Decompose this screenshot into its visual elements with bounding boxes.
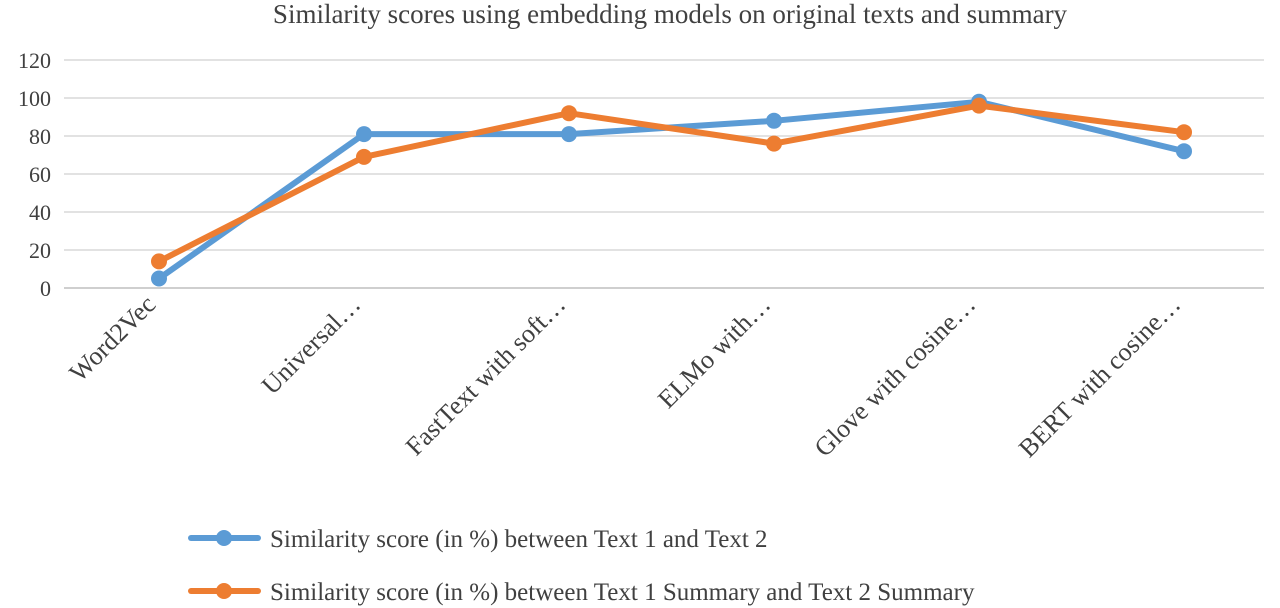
series-2-line: [156, 102, 1187, 265]
y-tick-label-60: 60: [29, 162, 51, 187]
series-1-point: [151, 270, 167, 287]
x-category-label: BERT with cosine…: [1013, 290, 1186, 463]
y-tick-label-0: 0: [40, 276, 51, 301]
series-2-point: [356, 148, 372, 165]
x-category-label: ELMo with…: [652, 290, 776, 414]
y-tick-label-20: 20: [29, 238, 51, 263]
legend-label: Similarity score (in %) between Text 1 S…: [270, 579, 975, 606]
series-2: [151, 97, 1192, 270]
legend-label: Similarity score (in %) between Text 1 a…: [270, 526, 768, 553]
y-tick-label-80: 80: [29, 124, 51, 149]
legend-item-1: Similarity score (in %) between Text 1 a…: [188, 526, 768, 553]
y-tick-label-120: 120: [18, 48, 51, 73]
series-2-point: [561, 105, 577, 122]
x-axis-category-labels: Word2Vec Universal… FastText with soft… ELM…: [64, 290, 1187, 463]
series-1: [151, 93, 1192, 287]
series-2-point: [1176, 124, 1192, 141]
legend-swatch-marker: [216, 583, 232, 599]
x-category-label: Word2Vec: [64, 290, 162, 388]
series-2-point: [971, 97, 987, 114]
series-1-point: [356, 126, 372, 143]
legend: Similarity score (in %) between Text 1 a…: [188, 526, 975, 606]
series-2-point: [766, 135, 782, 152]
series-lines: [151, 93, 1192, 287]
series-1-point: [561, 126, 577, 143]
y-axis-tick-labels: 0 20 40 60 80 100 120: [18, 48, 51, 301]
series-2-point: [151, 253, 167, 270]
x-category-label: Universal…: [256, 290, 366, 400]
x-category-label: FastText with soft…: [400, 290, 571, 461]
series-1-point: [1176, 143, 1192, 160]
x-category-label: Glove with cosine…: [809, 290, 982, 463]
series-1-point: [766, 112, 782, 129]
y-tick-label-40: 40: [29, 200, 51, 225]
y-tick-label-100: 100: [18, 86, 51, 111]
legend-swatch-marker: [216, 530, 232, 546]
gridlines: [64, 59, 1264, 289]
chart-title: Similarity scores using embedding models…: [273, 0, 1068, 29]
legend-item-2: Similarity score (in %) between Text 1 S…: [188, 579, 975, 606]
